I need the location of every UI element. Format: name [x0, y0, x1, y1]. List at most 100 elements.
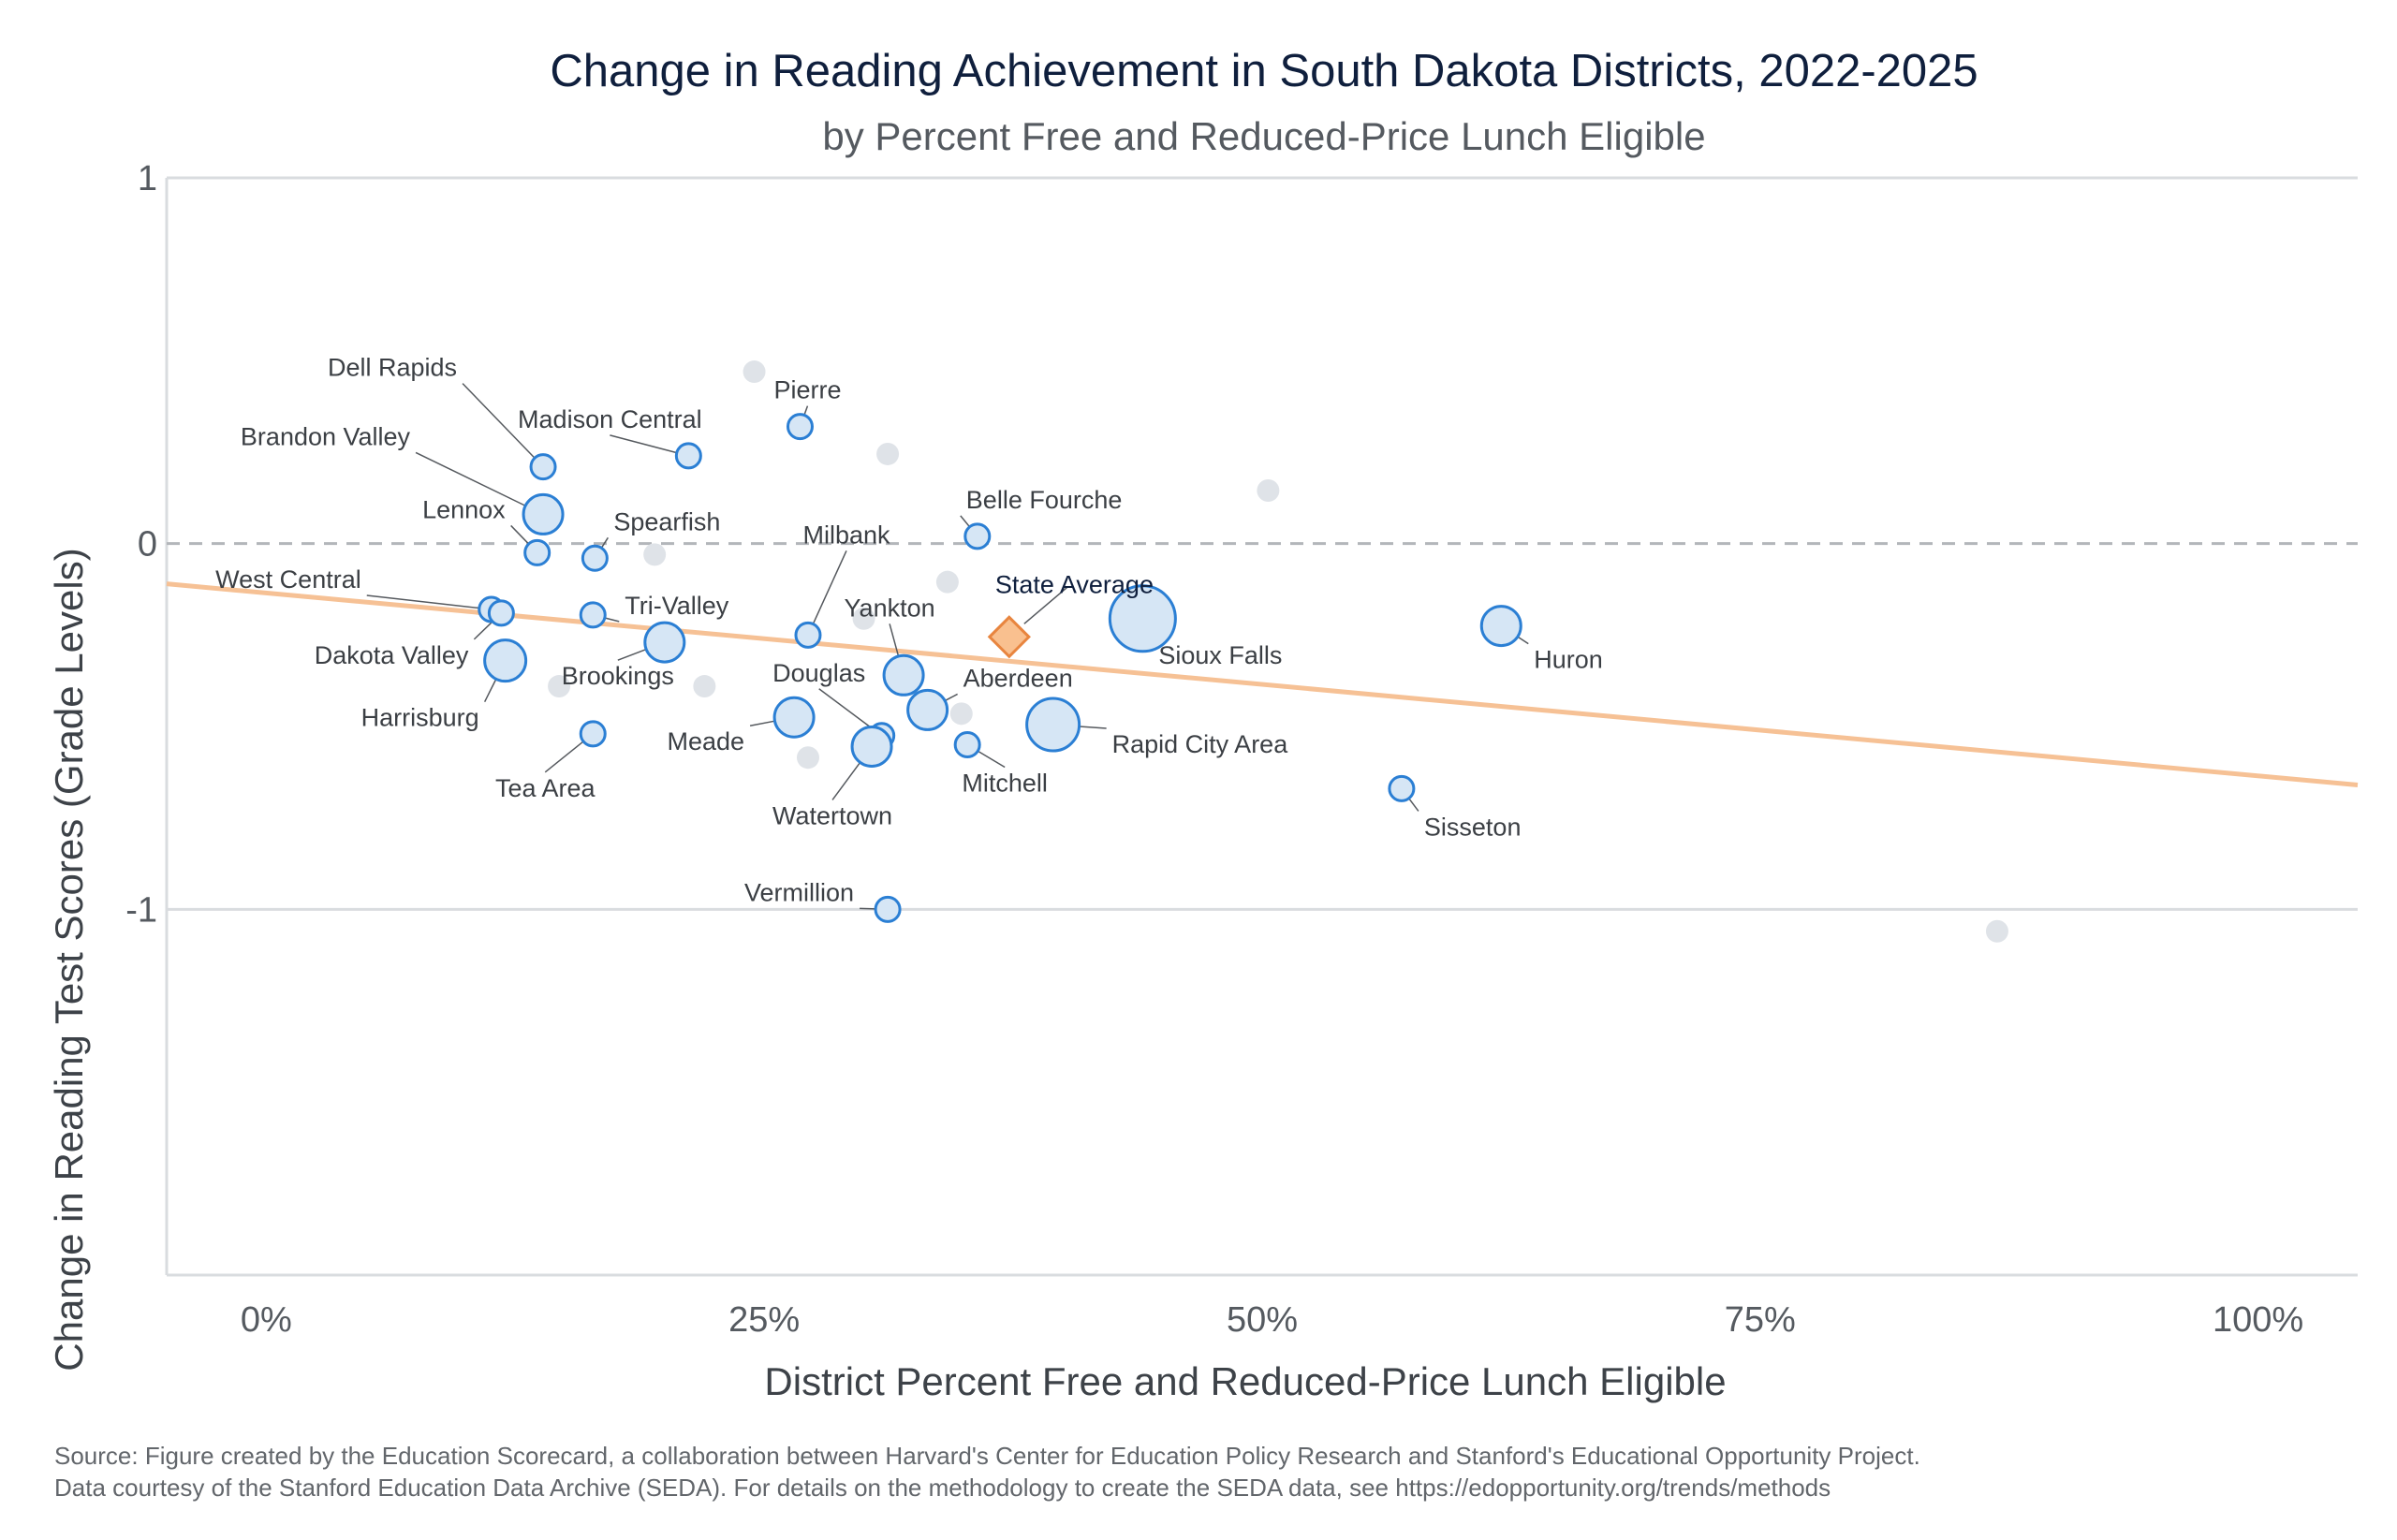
district-label: Spearfish	[613, 507, 720, 535]
district-point	[529, 453, 557, 481]
unlabeled-district-point	[852, 607, 875, 630]
district-label: Dell Rapids	[328, 354, 457, 382]
unlabeled-district-point	[796, 746, 819, 770]
unlabeled-district-point	[1985, 919, 2008, 943]
district-label: Watertown	[772, 801, 892, 829]
district-point	[1108, 584, 1177, 653]
district-point	[483, 638, 528, 683]
leader-line	[544, 741, 584, 773]
leader-line	[860, 907, 876, 910]
leader-line	[977, 750, 1006, 769]
district-point	[674, 442, 702, 470]
district-point	[1025, 697, 1081, 753]
leader-line	[483, 679, 497, 703]
district-label: Tri-Valley	[625, 592, 729, 620]
trend-line	[166, 581, 2359, 787]
leader-line	[831, 761, 861, 800]
leader-line	[803, 405, 809, 416]
district-point	[794, 621, 822, 649]
leader-line	[462, 383, 536, 459]
unlabeled-district-point	[693, 675, 716, 698]
plot-area: 1 0 -1 0% 25% 50% 75% 100% Dell Rapids Brandon Va…	[125, 159, 2359, 1340]
source-note-line-1: Source: Figure created by the Education …	[54, 1442, 1920, 1470]
x-tick-label: 25%	[728, 1300, 800, 1340]
district-label: Mitchell	[962, 770, 1048, 798]
source-note-line-2: Data courtesy of the Stanford Education …	[54, 1474, 1831, 1502]
district-label: Sioux Falls	[1158, 641, 1282, 669]
district-label: Aberdeen	[963, 664, 1073, 692]
district-point	[1388, 774, 1416, 802]
leader-line	[1023, 586, 1068, 624]
district-point	[874, 895, 902, 923]
district-point	[523, 538, 551, 566]
leader-line	[604, 617, 620, 623]
district-label: Lennox	[422, 495, 506, 523]
x-tick-label: 100%	[2213, 1300, 2303, 1340]
leader-line	[1079, 726, 1107, 729]
district-label: Yankton	[845, 594, 935, 622]
district-label: Madison Central	[518, 405, 702, 433]
leader-line	[960, 515, 971, 528]
district-point	[963, 522, 992, 550]
y-tick-label: -1	[125, 890, 157, 930]
x-axis-title: District Percent Free and Reduced-Price …	[764, 1359, 1726, 1403]
district-label: Brookings	[562, 662, 674, 690]
district-point	[487, 599, 515, 627]
district-label: Vermillion	[744, 878, 854, 906]
district-point	[643, 621, 686, 664]
district-label: Belle Fourche	[966, 486, 1123, 514]
district-point	[522, 492, 565, 535]
leader-line	[812, 550, 847, 624]
leader-line	[415, 451, 526, 506]
x-tick-label: 0%	[241, 1300, 292, 1340]
leader-line	[510, 524, 530, 545]
district-label: West Central	[215, 565, 361, 594]
x-tick-label: 75%	[1725, 1300, 1796, 1340]
district-point	[772, 696, 816, 739]
district-label: Dakota Valley	[315, 641, 469, 669]
unlabeled-district-point	[643, 543, 667, 566]
unlabeled-district-point	[949, 702, 973, 726]
leader-line	[1408, 798, 1419, 812]
district-point	[579, 601, 607, 629]
state-average-marker	[987, 615, 1031, 659]
y-tick-label: 0	[138, 525, 157, 565]
unlabeled-district-point	[935, 570, 959, 594]
district-label: Milbank	[802, 521, 890, 549]
leader-line	[1517, 636, 1529, 645]
district-point	[579, 720, 607, 748]
district-point	[786, 413, 814, 441]
x-tick-label: 50%	[1227, 1300, 1298, 1340]
leader-line	[818, 688, 873, 729]
leader-line	[610, 434, 677, 454]
leader-line	[617, 648, 647, 661]
district-label: Pierre	[773, 376, 841, 404]
district-label: Meade	[668, 727, 745, 755]
district-point	[1479, 605, 1522, 648]
y-axis-title: Change in Reading Test Scores (Grade Lev…	[47, 548, 91, 1371]
unlabeled-district-point	[743, 360, 766, 384]
chart-subtitle: by Percent Free and Reduced-Price Lunch …	[822, 114, 1705, 158]
unlabeled-district-point	[548, 675, 571, 698]
leader-line	[944, 693, 958, 702]
unlabeled-district-point	[876, 442, 900, 465]
district-point	[953, 731, 981, 759]
leader-line	[889, 623, 900, 657]
district-label: Harrisburg	[361, 704, 479, 732]
district-point	[882, 653, 925, 697]
chart-title: Change in Reading Achievement in South D…	[550, 46, 1978, 96]
leader-line	[600, 536, 609, 549]
district-label: Tea Area	[495, 774, 596, 802]
district-point	[906, 688, 949, 731]
district-label: Huron	[1534, 646, 1603, 674]
state-average-label: State Average	[995, 570, 1154, 598]
district-point	[581, 544, 609, 572]
district-label: Sisseton	[1424, 813, 1522, 841]
district-label: Rapid City Area	[1112, 730, 1289, 758]
leader-line	[749, 720, 775, 726]
district-label: Brandon Valley	[241, 422, 411, 450]
leader-line	[366, 594, 479, 609]
unlabeled-district-point	[1257, 479, 1280, 503]
leader-line	[473, 621, 493, 640]
